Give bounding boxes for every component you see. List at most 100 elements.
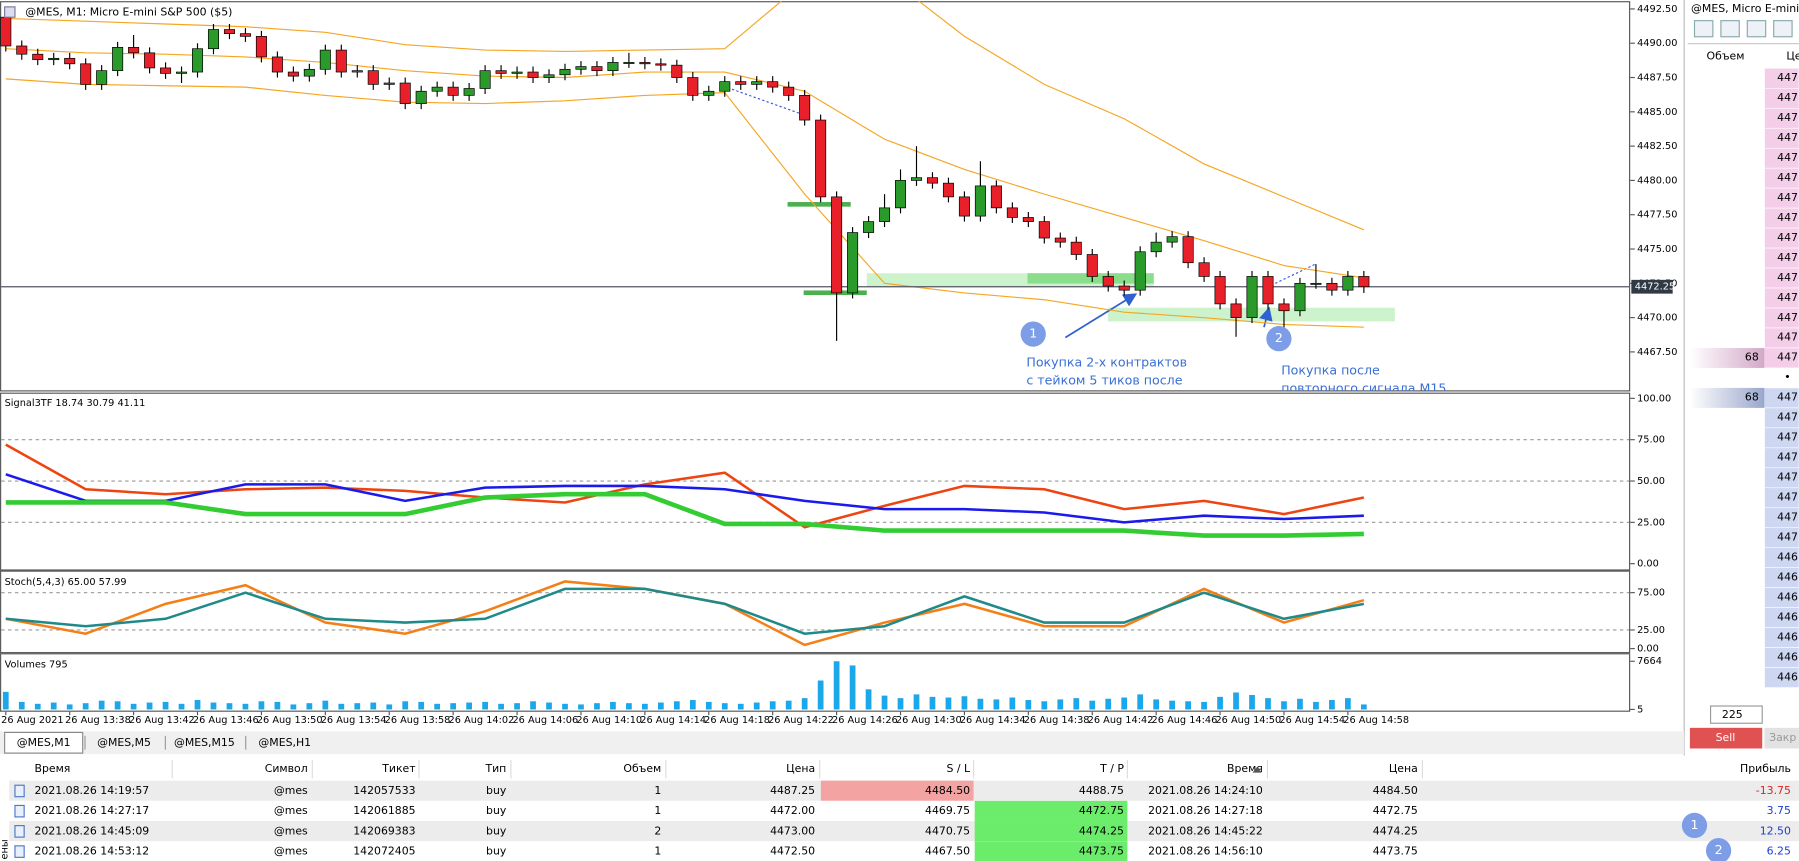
volume-bar <box>610 701 616 710</box>
candle-body <box>48 57 60 61</box>
candle-body <box>367 70 379 85</box>
chart-icon <box>4 6 16 18</box>
x-tick-label: 26 Aug 14:18 <box>704 715 770 726</box>
chart-title: @MES, M1: Micro E-mini S&P 500 ($5) <box>25 6 232 19</box>
volume-bar <box>418 701 425 710</box>
volume-bar <box>514 703 520 710</box>
zone <box>1027 273 1154 284</box>
volume-bar <box>594 703 600 710</box>
volume-bar <box>386 704 393 710</box>
y-tick-label: 4480.00 <box>1637 175 1677 186</box>
volume-bar <box>450 703 457 710</box>
volume-bar <box>977 698 984 710</box>
volume-bar <box>322 700 329 710</box>
volume-bar <box>642 703 648 710</box>
dom-price: 446 <box>1777 650 1798 663</box>
volume-bar <box>897 698 904 710</box>
volume-bar <box>546 702 552 710</box>
volume-bar <box>673 701 680 710</box>
arrow <box>1064 293 1138 339</box>
dom-tool[interactable] <box>1773 20 1793 38</box>
volume-bar <box>1057 699 1064 710</box>
table-cell: 2 <box>654 824 661 837</box>
table-cell: 2021.08.26 14:27:18 <box>1148 804 1263 817</box>
candle-body <box>271 56 283 73</box>
candle-body <box>160 67 172 74</box>
y-tick-label: 100.00 <box>1637 393 1671 404</box>
dom-price: 446 <box>1777 670 1798 683</box>
table-cell: 4472.50 <box>770 845 815 858</box>
dom-tool[interactable] <box>1693 20 1714 38</box>
table-cell: 4473.00 <box>770 824 815 837</box>
candle-body <box>1118 285 1130 291</box>
x-tick-label: 26 Aug 14:14 <box>640 715 706 726</box>
volume-bar <box>1265 698 1271 710</box>
tab[interactable] <box>245 732 324 754</box>
candle-body <box>735 81 747 85</box>
tab-label[interactable]: @MES,M1 <box>17 736 71 749</box>
stoch-pane <box>0 570 1631 654</box>
volume-bar <box>274 701 281 710</box>
candle-body <box>479 70 491 89</box>
candle-body <box>863 221 875 233</box>
table-cell: 4484.50 <box>1373 784 1418 797</box>
candle-body <box>239 33 251 37</box>
annotation-text: Покупка 2-х контрактов <box>1026 354 1187 369</box>
table-cell: 1 <box>654 845 661 858</box>
table-cell: buy <box>486 804 507 817</box>
candle-body <box>319 49 331 70</box>
candle-body <box>335 49 347 73</box>
dom-price: 446 <box>1777 550 1798 563</box>
tab-label[interactable]: @MES,M15 <box>174 736 235 749</box>
close-button[interactable] <box>1764 727 1799 749</box>
volume-bar <box>1297 698 1303 710</box>
candle-body <box>399 82 411 104</box>
dom-volume: 68 <box>1745 391 1759 404</box>
volume-bar <box>1105 698 1112 710</box>
dom-price: 446 <box>1777 610 1798 623</box>
tab[interactable] <box>165 732 244 754</box>
volume-bar <box>178 703 185 710</box>
volume-bar <box>881 695 888 710</box>
volume-bar <box>785 700 792 710</box>
qty-value[interactable]: 225 <box>1722 708 1743 721</box>
table-cell: 2021.08.26 14:56:10 <box>1148 845 1263 858</box>
candle-body <box>910 177 923 181</box>
volume-bar <box>849 665 856 710</box>
volume-bar <box>1089 700 1096 710</box>
volume-bar <box>98 700 105 710</box>
table-cell: 2021.08.26 14:27:17 <box>34 804 149 817</box>
annotation-text: сигналов M15 и M5. <box>1026 391 1157 406</box>
candle-body <box>559 68 571 76</box>
volume-bar <box>258 701 265 710</box>
candle-body <box>1102 276 1114 287</box>
qty-box[interactable] <box>1709 705 1763 724</box>
tab-label[interactable]: @MES,H1 <box>258 736 311 749</box>
y-tick-label: 4482.50 <box>1637 141 1677 152</box>
sell-button[interactable] <box>1689 727 1763 749</box>
dom-price: 447 <box>1777 291 1798 304</box>
volume-bar <box>498 703 504 710</box>
candle-body <box>990 185 1002 209</box>
close-label[interactable]: Закр <box>1769 731 1796 744</box>
volume-bar <box>721 703 728 710</box>
sell-label[interactable]: Sell <box>1716 731 1736 744</box>
tab[interactable] <box>84 732 164 754</box>
dom-header: Объем <box>1707 49 1745 62</box>
tab-label[interactable]: @MES,M5 <box>97 736 151 749</box>
volume-bar <box>961 696 968 710</box>
candle-body <box>1294 282 1306 312</box>
tab[interactable] <box>4 731 84 754</box>
y-tick-label: 25.00 <box>1637 517 1665 528</box>
band-line <box>5 78 1364 328</box>
table-cell: 4467.50 <box>925 845 970 858</box>
dom-tool[interactable] <box>1720 20 1740 38</box>
y-tick-label: 7664 <box>1637 656 1662 667</box>
candle-body <box>527 71 539 78</box>
table-cell: 142057533 <box>353 784 415 797</box>
row-badge <box>1681 812 1708 839</box>
dom-tool[interactable] <box>1746 20 1767 38</box>
pane-title: Volumes 795 <box>5 660 68 671</box>
y-tick-label: 4485.00 <box>1637 107 1677 118</box>
indicator-line <box>5 443 1365 529</box>
